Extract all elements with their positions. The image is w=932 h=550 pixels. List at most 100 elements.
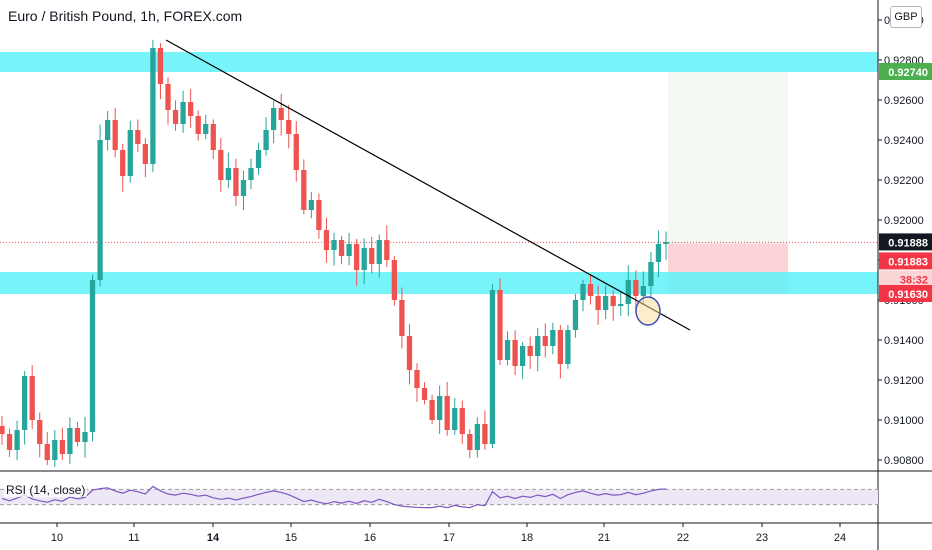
rsi-line xyxy=(1,485,667,509)
candle-body xyxy=(633,280,639,296)
candle-body xyxy=(595,296,601,310)
price-label: 0.92740 xyxy=(888,67,928,79)
candle-body xyxy=(391,260,398,300)
candle-body xyxy=(316,200,322,230)
candle-body xyxy=(37,420,43,444)
candle-body xyxy=(557,330,564,364)
candle-body xyxy=(233,168,239,196)
rsi-indicator-label[interactable]: RSI (14, close) xyxy=(4,483,88,497)
candle-body xyxy=(248,168,254,180)
y-tick-label: 0.92000 xyxy=(884,215,924,227)
candle-body xyxy=(565,330,571,364)
candle-body xyxy=(255,150,262,168)
candle-body xyxy=(512,340,518,366)
y-tick-label: 0.91000 xyxy=(884,415,924,427)
candle-body xyxy=(489,290,496,444)
candle-body xyxy=(542,336,548,346)
candle-body xyxy=(14,430,20,450)
candle-body xyxy=(112,120,118,150)
candle-body xyxy=(270,108,277,130)
candle-body xyxy=(52,440,58,460)
candle-body xyxy=(323,230,330,250)
y-tick-label: 0.92200 xyxy=(884,175,924,187)
candle-body xyxy=(210,124,216,150)
candle-body xyxy=(82,432,88,442)
candle-body xyxy=(452,408,458,430)
x-tick-label: 23 xyxy=(756,532,768,544)
chart-title: Euro / British Pound, 1h, FOREX.com xyxy=(8,8,243,24)
candle-body xyxy=(135,130,141,144)
candle-body xyxy=(353,244,360,270)
target-zone xyxy=(668,72,788,244)
candle-body xyxy=(44,444,50,460)
price-label-box xyxy=(879,270,932,288)
currency-button[interactable]: GBP xyxy=(890,6,922,28)
price-label-box xyxy=(879,285,932,302)
candle-body xyxy=(376,240,382,264)
support-resistance-zone-1 xyxy=(0,272,878,294)
candle-body xyxy=(165,84,171,110)
candle-body xyxy=(610,296,616,306)
y-tick-label: 0.91200 xyxy=(884,375,924,387)
y-tick-label: 0.91400 xyxy=(884,335,924,347)
candle-body xyxy=(301,170,307,210)
candle-body xyxy=(150,48,156,164)
candle-body xyxy=(263,130,269,150)
candle-body xyxy=(602,296,609,310)
x-tick-label: 11 xyxy=(128,532,139,544)
candles xyxy=(0,39,669,467)
x-tick-label: 17 xyxy=(443,532,455,544)
candle-body xyxy=(74,428,81,442)
price-label-box xyxy=(879,63,932,80)
candle-body xyxy=(580,284,586,300)
x-tick-label: 18 xyxy=(521,532,533,544)
price-label: 0.91630 xyxy=(888,289,928,301)
x-tick-label: 16 xyxy=(364,532,376,544)
candle-body xyxy=(369,248,375,264)
breakout-circle xyxy=(635,296,661,326)
candle-body xyxy=(195,116,201,134)
candle-body xyxy=(0,426,5,434)
y-tick-label: 0.92400 xyxy=(884,135,924,147)
candle-body xyxy=(203,124,209,134)
candle-body xyxy=(172,110,179,124)
candle-body xyxy=(21,376,28,430)
candle-body xyxy=(527,346,533,356)
candle-body xyxy=(421,388,428,400)
rsi-band xyxy=(0,489,878,505)
candle-body xyxy=(535,336,541,356)
candle-body xyxy=(618,304,624,306)
candle-body xyxy=(240,180,247,196)
candle-body xyxy=(482,424,488,444)
candle-body xyxy=(180,102,186,124)
x-tick-label: 24 xyxy=(834,532,846,544)
candle-body xyxy=(286,120,292,134)
candle-body xyxy=(663,242,669,244)
candle-body xyxy=(625,280,631,304)
candle-body xyxy=(29,376,35,420)
candle-body xyxy=(278,108,284,120)
price-label: 0.91888 xyxy=(888,237,928,249)
candle-body xyxy=(218,150,224,180)
x-tick-label: 15 xyxy=(285,532,297,544)
candle-body xyxy=(587,284,594,296)
candle-body xyxy=(655,244,662,262)
candle-body xyxy=(6,434,13,450)
candle-body xyxy=(361,248,367,270)
candle-body xyxy=(293,134,299,170)
candle-body xyxy=(467,434,473,450)
candle-body xyxy=(406,336,413,370)
support-resistance-zone-0 xyxy=(0,52,878,72)
candle-body xyxy=(187,102,194,116)
candle-body xyxy=(640,286,647,296)
candle-body xyxy=(519,346,526,366)
candle-body xyxy=(142,144,149,164)
candle-body xyxy=(497,290,503,360)
candle-body xyxy=(414,370,420,388)
candle-body xyxy=(89,280,96,432)
candle-body xyxy=(459,408,465,434)
candle-body xyxy=(97,140,103,280)
candle-body xyxy=(338,240,345,256)
candle-body xyxy=(346,244,352,256)
